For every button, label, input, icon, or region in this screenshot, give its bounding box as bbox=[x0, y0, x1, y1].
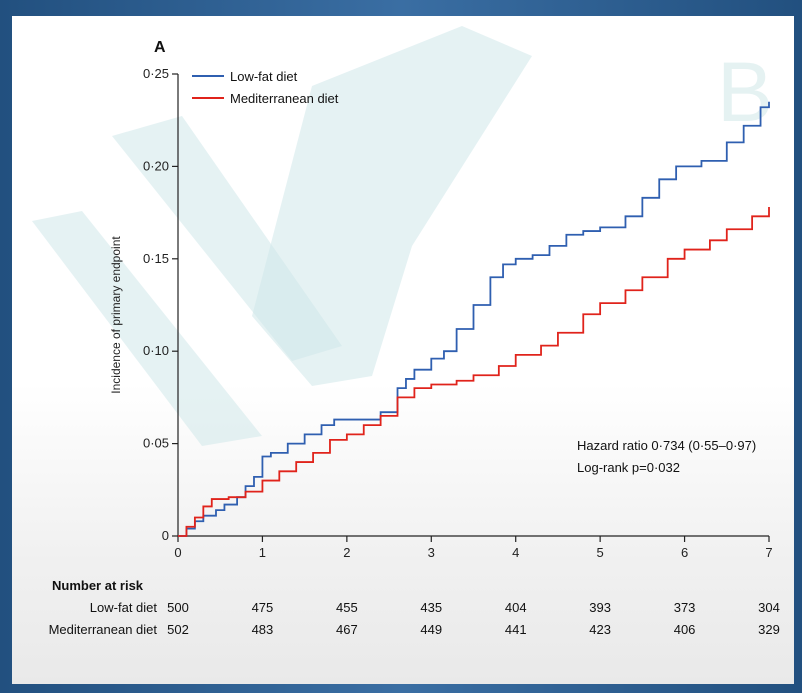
watermark-stripe-upper bbox=[112, 116, 342, 361]
panel-letter: A bbox=[154, 39, 166, 56]
figure-panel: B A 0 0·05 0·10 0·15 0·20 0·25 0 1 2 3 4 5 6 7 Inciden… bbox=[12, 16, 794, 684]
legend: Low-fat diet Mediterranean diet bbox=[192, 69, 339, 106]
series-line-mediterranean bbox=[178, 207, 770, 537]
series-layer bbox=[178, 101, 770, 537]
risk-cell: 404 bbox=[505, 600, 527, 615]
x-tick-label: 2 bbox=[343, 545, 350, 560]
x-tick-label: 5 bbox=[597, 545, 604, 560]
watermark-letter: B bbox=[717, 45, 773, 139]
x-tick-label: 1 bbox=[259, 545, 266, 560]
number-at-risk-table: Number at risk Low-fat diet 500 475 455 435 4… bbox=[49, 578, 780, 637]
y-tick-label: 0·10 bbox=[143, 343, 169, 358]
y-tick-label: 0·20 bbox=[143, 158, 169, 173]
risk-cell: 475 bbox=[252, 600, 274, 615]
hazard-ratio-text: Hazard ratio 0·734 (0·55–0·97) bbox=[577, 438, 756, 453]
y-axis-title: Incidence of primary endpoint bbox=[109, 236, 123, 394]
watermark-stripe-lower bbox=[32, 211, 262, 446]
x-tick-label: 4 bbox=[512, 545, 519, 560]
risk-row-label: Low-fat diet bbox=[90, 600, 158, 615]
survival-chart: B A 0 0·05 0·10 0·15 0·20 0·25 0 1 2 3 4 5 6 7 Inciden… bbox=[32, 26, 780, 637]
x-tick-label: 6 bbox=[681, 545, 688, 560]
y-tick-label: 0·25 bbox=[143, 66, 169, 81]
y-tick-label: 0·05 bbox=[143, 436, 169, 451]
legend-label: Low-fat diet bbox=[230, 69, 298, 84]
risk-cell: 483 bbox=[252, 622, 274, 637]
risk-cell: 467 bbox=[336, 622, 358, 637]
risk-cell: 304 bbox=[758, 600, 780, 615]
watermark-block bbox=[252, 26, 532, 386]
axes: 0 0·05 0·10 0·15 0·20 0·25 0 1 2 3 4 5 6 7 Incidence o… bbox=[109, 66, 773, 560]
risk-cell: 500 bbox=[167, 600, 189, 615]
x-tick-label: 7 bbox=[765, 545, 772, 560]
risk-cell: 406 bbox=[674, 622, 696, 637]
risk-table-title: Number at risk bbox=[52, 578, 144, 593]
y-tick-label: 0 bbox=[162, 528, 169, 543]
risk-cell: 373 bbox=[674, 600, 696, 615]
watermark: B bbox=[32, 26, 773, 446]
legend-label: Mediterranean diet bbox=[230, 91, 339, 106]
risk-cell: 329 bbox=[758, 622, 780, 637]
risk-cell: 423 bbox=[589, 622, 611, 637]
risk-cell: 441 bbox=[505, 622, 527, 637]
risk-row-label: Mediterranean diet bbox=[49, 622, 158, 637]
risk-cell: 449 bbox=[420, 622, 442, 637]
risk-cell: 502 bbox=[167, 622, 189, 637]
risk-cell: 455 bbox=[336, 600, 358, 615]
risk-cell: 393 bbox=[589, 600, 611, 615]
log-rank-text: Log-rank p=0·032 bbox=[577, 460, 680, 475]
x-tick-label: 0 bbox=[174, 545, 181, 560]
x-tick-label: 3 bbox=[428, 545, 435, 560]
risk-cell: 435 bbox=[420, 600, 442, 615]
y-tick-label: 0·15 bbox=[143, 251, 169, 266]
